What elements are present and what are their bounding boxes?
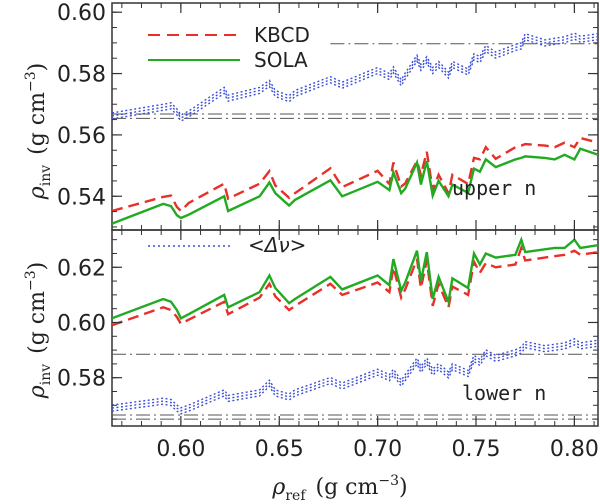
lower-y-label-sub: inv (38, 364, 54, 385)
x-label-close: ) (399, 475, 408, 500)
upper-y-label-close: ) (25, 63, 50, 72)
lower-y-tick-label-1: 0.60 (57, 311, 106, 336)
upper-y-label-symbol: ρ (25, 186, 50, 200)
upper-panel: 0.54 0.56 0.58 0.60 KBCD SOLA upper n ρinv (… (23, 1, 599, 231)
upper-series-sola-line (112, 147, 598, 225)
x-axis-label: ρref (g cm−3) (271, 473, 407, 504)
upper-series-delta-nu-line (112, 35, 598, 119)
upper-plot-area (112, 32, 598, 225)
lower-y-tick-label-2: 0.62 (57, 256, 106, 281)
x-label-sub: ref (285, 488, 307, 504)
lower-panel: 0.58 0.60 0.62 0.60 0.65 0.70 0.75 0.80 <Δν> lo… (23, 229, 599, 504)
x-label-unit: (g cm (316, 475, 379, 500)
upper-y-label-exp: −3 (23, 71, 39, 92)
legend-delta-nu-label: <Δν> (248, 233, 306, 257)
upper-y-label-unit: (g cm (25, 92, 50, 155)
lower-y-axis-label: ρinv (g cm−3) (23, 262, 54, 399)
lower-y-label-unit: (g cm (25, 291, 50, 354)
upper-series-delta-nu-line-upper-bound (112, 32, 598, 116)
lower-axes: 0.58 0.60 0.62 0.60 0.65 0.70 0.75 0.80 (57, 230, 599, 462)
upper-axes: 0.54 0.56 0.58 0.60 (57, 1, 598, 230)
x-tick-label-0: 0.60 (156, 437, 205, 462)
upper-series-kbcd-line (112, 136, 598, 213)
lower-y-label-symbol: ρ (25, 385, 50, 399)
upper-y-tick-label-3: 0.60 (57, 1, 106, 26)
lower-panel-frame (111, 229, 599, 427)
lower-series-kbcd-line (112, 244, 598, 327)
upper-n-annotation: upper n (452, 176, 536, 200)
lower-plot-area (112, 236, 598, 420)
upper-y-label-sub: inv (38, 165, 54, 186)
x-label-exp: −3 (378, 473, 399, 489)
x-tick-label-1: 0.65 (255, 437, 304, 462)
lower-series-sola-line (112, 236, 598, 320)
x-tick-label-3: 0.75 (452, 437, 501, 462)
upper-y-tick-label-0: 0.54 (57, 185, 106, 210)
lower-y-label-close: ) (25, 262, 50, 271)
upper-series-delta-nu-line-lower-bound (112, 38, 598, 122)
legend-sola-label: SOLA (254, 48, 308, 72)
x-tick-label-2: 0.70 (353, 437, 402, 462)
lower-n-annotation: lower n (462, 381, 546, 405)
lower-y-tick-label-0: 0.58 (57, 367, 106, 392)
upper-y-tick-label-2: 0.58 (57, 63, 106, 88)
upper-y-tick-label-1: 0.56 (57, 124, 106, 149)
legend-kbcd-label: KBCD (254, 23, 310, 47)
upper-y-axis-label: ρinv (g cm−3) (23, 63, 54, 200)
x-label-symbol: ρ (271, 475, 285, 500)
x-tick-label-4: 0.80 (550, 437, 599, 462)
lower-y-label-exp: −3 (23, 270, 39, 291)
